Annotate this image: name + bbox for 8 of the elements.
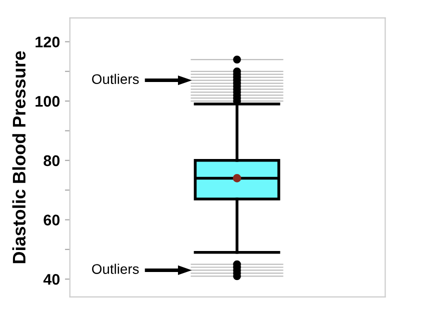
y-tick-label: 60 xyxy=(44,214,60,226)
y-tick-label: 80 xyxy=(44,155,60,166)
y-tick-label: 40 xyxy=(43,274,60,285)
y-tick-label: 120 xyxy=(36,36,60,48)
y-tick-label: 100 xyxy=(36,96,60,107)
annotation: Outliers xyxy=(92,74,139,84)
y-axis-title: Diastolic Blood Pressure xyxy=(12,51,26,264)
annotation: Outliers xyxy=(92,264,139,274)
